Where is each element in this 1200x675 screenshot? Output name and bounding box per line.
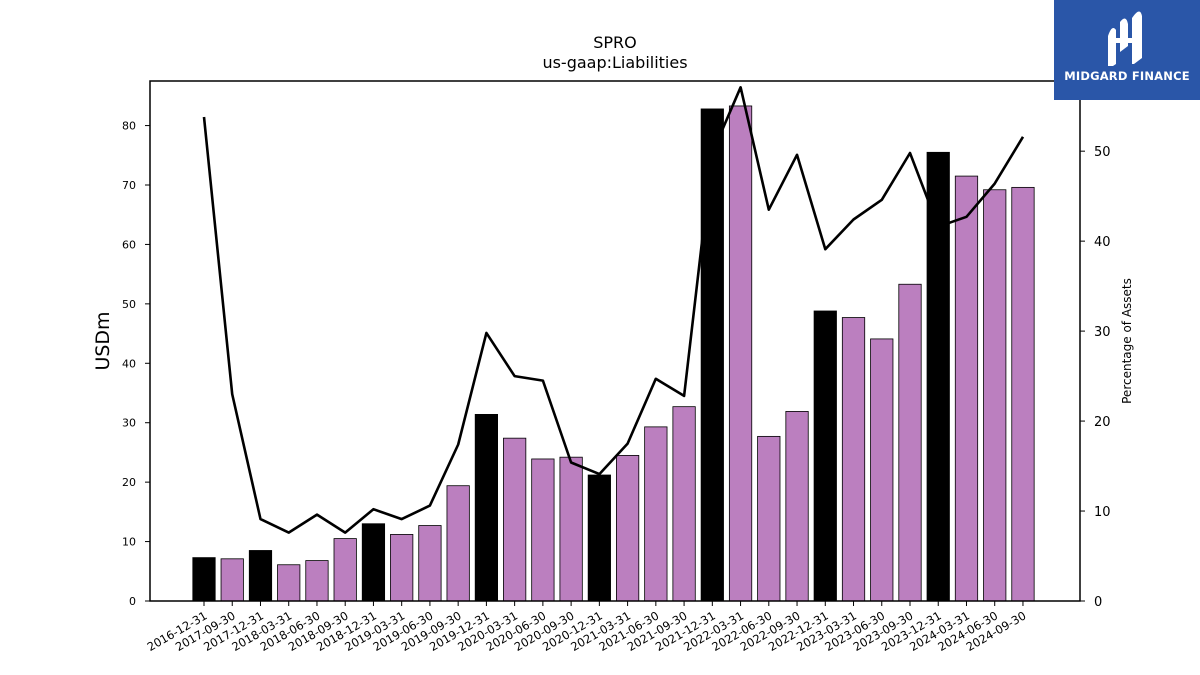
y-axis-label: USDm <box>92 311 114 370</box>
y2-tick-label: 30 <box>1094 325 1111 340</box>
bar <box>870 338 894 602</box>
bar <box>926 151 950 602</box>
percentage-line <box>202 86 1025 534</box>
bar <box>192 557 216 602</box>
bar <box>361 523 386 602</box>
x-axis-ticks: 2016-12-312017-09-302017-12-312018-03-31… <box>145 601 1028 654</box>
bar <box>757 435 781 602</box>
y-tick-label: 20 <box>122 476 136 489</box>
bar <box>333 538 357 602</box>
logo-text: MIDGARD FINANCE <box>1064 69 1190 83</box>
bar <box>248 550 273 602</box>
plot-frame <box>149 80 1081 602</box>
brand-logo: MIDGARD FINANCE <box>1054 0 1200 100</box>
y2-tick-label: 40 <box>1094 235 1111 250</box>
bar <box>672 406 696 602</box>
line-series <box>202 86 1025 534</box>
right-axis-ticks: 0 10 20 30 40 50 <box>1080 145 1111 610</box>
chart-subtitle: us-gaap:Liabilities <box>542 53 687 72</box>
y-tick-label: 80 <box>122 120 136 133</box>
bar <box>785 411 809 602</box>
bar <box>813 310 837 602</box>
bar <box>1011 186 1035 602</box>
y2-tick-label: 20 <box>1094 415 1111 430</box>
y2-tick-label: 0 <box>1094 595 1102 610</box>
bar <box>898 283 922 602</box>
bar <box>616 454 640 602</box>
bar <box>220 558 244 602</box>
bar <box>277 564 301 602</box>
bar <box>728 105 753 602</box>
bar <box>700 108 724 602</box>
y-tick-label: 60 <box>122 238 136 251</box>
bar <box>954 175 979 602</box>
midgard-logo-icon <box>1108 11 1142 66</box>
bar <box>559 456 583 602</box>
chart-title: SPRO <box>593 33 637 52</box>
bar <box>305 560 329 602</box>
bar <box>841 317 866 602</box>
bar <box>503 437 527 602</box>
bar <box>587 474 611 602</box>
y2-tick-label: 10 <box>1094 505 1111 520</box>
bar <box>644 426 668 602</box>
bar <box>474 413 499 602</box>
y-tick-label: 50 <box>122 298 136 311</box>
y-tick-label: 30 <box>122 417 136 430</box>
bar <box>446 485 470 602</box>
y2-axis-label: Percentage of Assets <box>1120 278 1134 404</box>
y-tick-label: 0 <box>129 595 136 608</box>
bar <box>390 534 414 602</box>
bar <box>418 525 442 602</box>
bar <box>531 458 555 602</box>
y-tick-label: 70 <box>122 179 136 192</box>
bar <box>983 189 1007 602</box>
y2-tick-label: 50 <box>1094 145 1111 160</box>
bar-series <box>192 105 1035 602</box>
y-tick-label: 40 <box>122 357 136 370</box>
y-tick-label: 10 <box>122 536 136 549</box>
left-axis-ticks: 0 10 20 30 40 50 60 70 80 <box>122 120 150 608</box>
